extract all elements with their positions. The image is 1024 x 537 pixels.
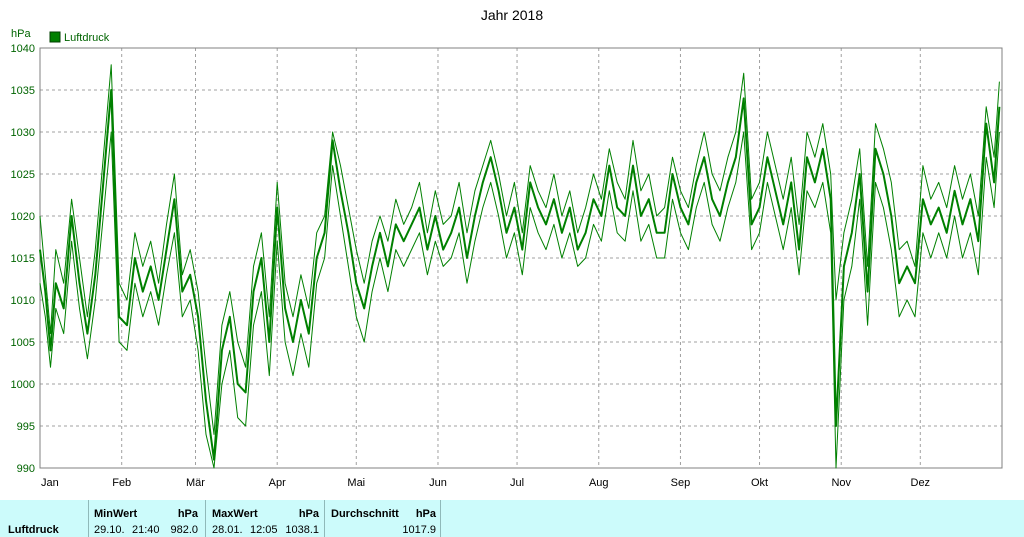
x-tick-label: Aug [589, 477, 609, 489]
stats-max-value: 1038.1 [285, 524, 319, 536]
stats-max-label: MaxWert [212, 508, 258, 520]
y-axis-ticks: 990 995 1000 1005 1010 1015 1020 1025 1030 1035 10… [11, 43, 35, 475]
x-tick-label: Jan [41, 477, 59, 489]
x-tick-label: Mär [186, 477, 205, 489]
stats-max-time: 12:05 [250, 524, 278, 536]
statistics-bar: Luftdruck MinWert hPa 29.10. 21:40 982.0… [0, 500, 1024, 537]
chart-canvas: 990 995 1000 1005 1010 1015 1020 1025 1030 1035 10… [11, 28, 1003, 489]
y-axis-unit-label: hPa [11, 28, 31, 40]
y-tick-label: 1035 [11, 85, 35, 97]
y-tick-label: 1010 [11, 295, 35, 307]
y-tick-label: 1025 [11, 169, 35, 181]
stats-average-column: Durchschnitt hPa 1017.9 [324, 500, 441, 537]
stats-min-value: 982.0 [170, 524, 198, 536]
x-tick-label: Jun [429, 477, 447, 489]
y-tick-label: 1005 [11, 337, 35, 349]
chart-grid [40, 48, 1002, 468]
y-tick-label: 995 [17, 421, 35, 433]
stats-min-date: 29.10. [94, 524, 125, 536]
stats-min-label: MinWert [94, 508, 138, 520]
stats-average-label: Durchschnitt [331, 508, 399, 520]
stats-max-unit: hPa [298, 508, 319, 520]
x-tick-label: Mai [347, 477, 365, 489]
stats-min-column: MinWert hPa 29.10. 21:40 982.0 [88, 500, 206, 537]
y-tick-label: 1030 [11, 127, 35, 139]
x-tick-label: Dez [911, 477, 931, 489]
x-tick-label: Apr [269, 477, 286, 489]
legend-swatch [49, 31, 61, 43]
stats-max-column: MaxWert hPa 28.01. 12:05 1038.1 [205, 500, 325, 537]
y-tick-label: 1015 [11, 253, 35, 265]
stats-max-date: 28.01. [212, 524, 243, 536]
stats-min-time: 21:40 [132, 524, 160, 536]
plot-area-border [39, 47, 1003, 469]
y-tick-label: 1000 [11, 379, 35, 391]
x-tick-label: Jul [510, 477, 524, 489]
stats-average-value: 1017.9 [402, 524, 436, 536]
legend-entry-luftdruck: Luftdruck [64, 32, 110, 44]
series-line-mean [39, 89, 1001, 461]
x-tick-label: Sep [671, 477, 691, 489]
x-tick-label: Okt [751, 477, 768, 489]
y-tick-label: 1040 [11, 43, 35, 55]
series-line-min [39, 131, 1000, 469]
chart-title: Jahr 2018 [480, 7, 544, 23]
stats-min-unit: hPa [177, 508, 198, 520]
stats-end-divider [440, 500, 441, 537]
x-axis-ticks: Jan Feb Mär Apr Mai Jun Jul Aug Sep Okt Nov Dez [41, 477, 930, 489]
stats-average-unit: hPa [415, 508, 436, 520]
series-group [39, 64, 1001, 469]
y-tick-label: 1020 [11, 211, 35, 223]
x-tick-label: Feb [112, 477, 131, 489]
series-line-max [39, 64, 1000, 435]
stats-row-label: Luftdruck [8, 524, 59, 536]
y-tick-label: 990 [17, 463, 35, 475]
x-tick-label: Nov [831, 477, 851, 489]
